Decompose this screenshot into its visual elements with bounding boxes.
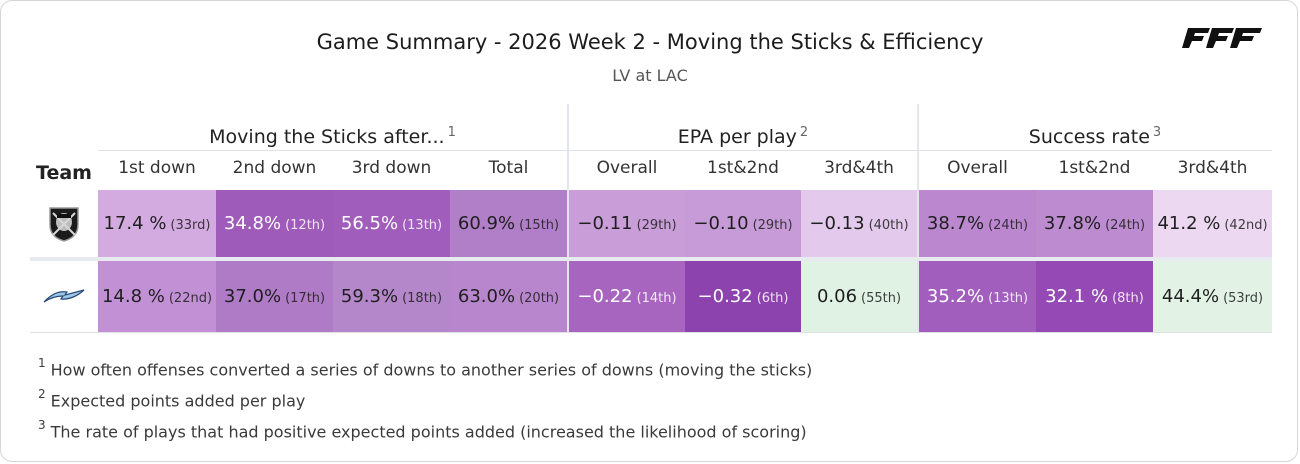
- cell-rank: (14th): [636, 291, 677, 306]
- cell-rank: (6th): [756, 291, 789, 306]
- group-header-moving-sticks: Moving the Sticks after... 1: [209, 125, 456, 148]
- column-header: 2nd down: [232, 158, 317, 178]
- table-cell: 34.8% (12th): [216, 190, 333, 257]
- table-cell: 60.9% (15th): [450, 190, 567, 257]
- footnote-marker: 2: [799, 125, 809, 140]
- cell-rank: (13th): [402, 218, 443, 233]
- raiders-logo-icon: [49, 206, 79, 242]
- cell-value: −0.32: [697, 286, 753, 307]
- cell-rank: (55th): [861, 291, 902, 306]
- table-cell: 32.1 % (8th): [1036, 261, 1153, 332]
- table-cell: 17.4 % (33rd): [98, 190, 216, 257]
- table-bottom-rule: [30, 332, 1272, 333]
- cell-value: 37.0%: [223, 286, 282, 307]
- table-cell: −0.11 (29th): [569, 190, 685, 257]
- group-header-success-rate: Success rate 3: [1028, 125, 1162, 148]
- cell-value: 0.06: [816, 286, 858, 307]
- table-cell: 63.0% (20th): [450, 261, 567, 332]
- team-cell-raiders: [30, 190, 98, 257]
- column-header: 3rd down: [351, 158, 432, 178]
- cell-value: −0.10: [693, 213, 749, 234]
- table-cell: 56.5% (13th): [333, 190, 450, 257]
- cell-value: −0.22: [577, 286, 633, 307]
- table-cell: −0.13 (40th): [801, 190, 917, 257]
- table-cell: −0.22 (14th): [569, 261, 685, 332]
- table-cell: 14.8 % (22nd): [98, 261, 216, 332]
- cell-rank: (53rd): [1223, 291, 1264, 306]
- column-header: Overall: [947, 158, 1008, 178]
- cell-value: −0.13: [809, 213, 865, 234]
- table-cell: −0.32 (6th): [685, 261, 801, 332]
- table-cell: 37.8% (24th): [1036, 190, 1153, 257]
- footnote-3: 3 The rate of plays that had positive exp…: [38, 418, 807, 442]
- cell-rank: (8th): [1112, 291, 1144, 306]
- cell-value: −0.11: [577, 213, 633, 234]
- cell-value: 35.2%: [926, 286, 985, 307]
- page-title: Game Summary - 2026 Week 2 - Moving the …: [316, 30, 984, 54]
- table-cell: 41.2 % (42nd): [1153, 190, 1272, 257]
- chargers-logo-icon: [43, 288, 85, 302]
- column-header: Total: [488, 158, 529, 178]
- cell-value: 41.2 %: [1157, 213, 1221, 234]
- group-header-epa: EPA per play 2: [677, 125, 809, 148]
- header-rule: [98, 150, 1272, 151]
- footnote-marker: 1: [447, 125, 456, 140]
- cell-rank: (42nd): [1224, 218, 1268, 233]
- cell-value: 34.8%: [223, 213, 282, 234]
- cell-value: 60.9%: [457, 213, 516, 234]
- cell-rank: (24th): [1105, 218, 1146, 233]
- cell-value: 59.3%: [340, 286, 399, 307]
- cell-rank: (29th): [636, 218, 677, 233]
- column-header-team: Team: [36, 162, 92, 184]
- cell-value: 56.5%: [340, 213, 399, 234]
- pff-logo-icon: [1182, 28, 1262, 48]
- team-cell-chargers: [30, 261, 98, 332]
- cell-value: 63.0%: [457, 286, 516, 307]
- table-cell: 37.0% (17th): [216, 261, 333, 332]
- column-header: 1st&2nd: [707, 158, 779, 178]
- cell-value: 38.7%: [926, 213, 985, 234]
- cell-rank: (18th): [402, 291, 443, 306]
- page-subtitle: LV at LAC: [612, 66, 688, 85]
- footnote-1: 1 How often offenses converted a series o…: [38, 356, 813, 380]
- cell-value: 14.8 %: [101, 286, 165, 307]
- row-separator: [30, 257, 1272, 261]
- cell-rank: (20th): [519, 291, 560, 306]
- cell-rank: (12th): [285, 218, 326, 233]
- cell-rank: (24th): [988, 218, 1029, 233]
- table-cell: 44.4% (53rd): [1153, 261, 1272, 332]
- cell-rank: (40th): [868, 218, 909, 233]
- table-cell: 38.7% (24th): [919, 190, 1036, 257]
- cell-value: 37.8%: [1043, 213, 1102, 234]
- group-divider: [567, 104, 569, 332]
- table-cell: 35.2% (13th): [919, 261, 1036, 332]
- table-cell: 0.06 (55th): [801, 261, 917, 332]
- footnote-marker: 3: [1152, 125, 1162, 140]
- cell-rank: (33rd): [170, 218, 211, 233]
- cell-rank: (17th): [285, 291, 326, 306]
- cell-value: 32.1 %: [1045, 286, 1109, 307]
- cell-rank: (13th): [988, 291, 1029, 306]
- footnote-2: 2 Expected points added per play: [38, 387, 306, 411]
- table-cell: −0.10 (29th): [685, 190, 801, 257]
- cell-rank: (22nd): [168, 291, 213, 306]
- column-header: 1st down: [118, 158, 196, 178]
- cell-value: 17.4 %: [103, 213, 167, 234]
- column-header: 1st&2nd: [1058, 158, 1131, 178]
- column-header: 3rd&4th: [824, 158, 894, 178]
- column-header: Overall: [596, 158, 658, 178]
- cell-value: 44.4%: [1161, 286, 1220, 307]
- group-divider: [917, 104, 919, 332]
- column-header: 3rd&4th: [1177, 158, 1248, 178]
- table-cell: 59.3% (18th): [333, 261, 450, 332]
- cell-rank: (29th): [752, 218, 793, 233]
- cell-rank: (15th): [519, 218, 560, 233]
